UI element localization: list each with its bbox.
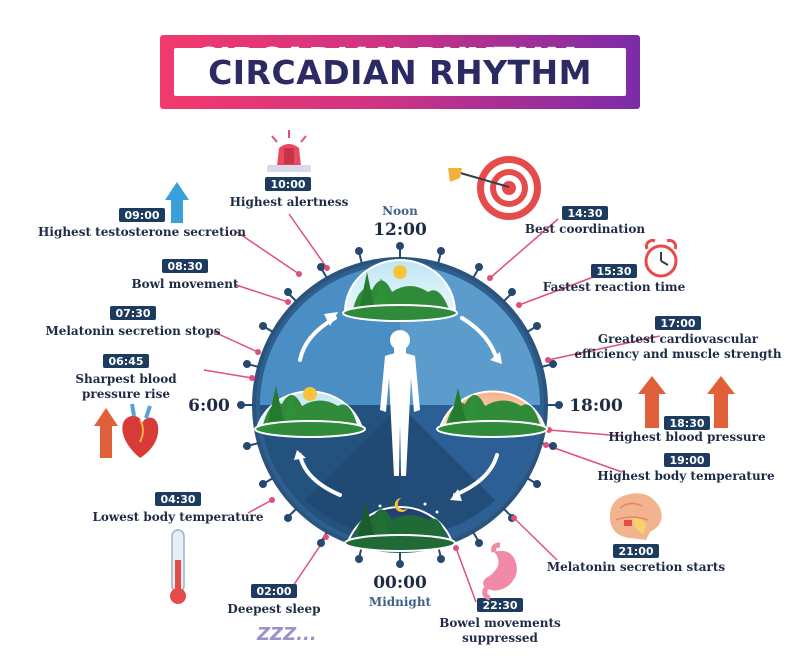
event-time: 19:00: [669, 454, 704, 467]
event-label: Melatonin secretion stops: [45, 324, 220, 338]
human-figure: [380, 330, 420, 476]
event-label: Highest alertness: [230, 195, 349, 209]
event-time: 04:30: [160, 493, 195, 506]
event-06-45: 06:45 Sharpest blood pressure rise: [75, 354, 177, 401]
page-title: CIRCADIAN RHYTHM: [208, 53, 592, 92]
dome-evening: [436, 388, 548, 438]
cycle-arrow-heads: [294, 312, 502, 501]
title-inner: CIRCADIAN RHYTHM: [174, 48, 626, 96]
event-label-line1: Greatest cardiovascular: [598, 332, 759, 346]
six-pm-label: 18:00: [569, 396, 623, 416]
event-07-30: 07:30 Melatonin secretion stops: [45, 306, 221, 338]
thermometer-icon: [170, 529, 186, 604]
event-label: Highest testosterone secretion: [38, 225, 246, 239]
event-time: 15:30: [596, 265, 631, 278]
heart-icon: [94, 403, 159, 458]
event-time: 08:30: [167, 260, 202, 273]
event-label-line2: efficiency and muscle strength: [574, 347, 782, 361]
event-label: Highest blood pressure: [608, 430, 766, 444]
event-label: Lowest body temperature: [92, 510, 263, 524]
blood-pressure-arrows-icon: [638, 376, 735, 428]
event-time: 09:00: [124, 209, 159, 222]
event-17-00: 17:00 Greatest cardiovascular efficiency…: [574, 316, 782, 361]
zzz-text: ZZZ...: [256, 624, 317, 645]
clock-ticks: [237, 242, 563, 568]
dome-midnight: [344, 497, 456, 552]
event-label: Highest body temperature: [597, 469, 775, 483]
up-arrow-icon: [165, 182, 189, 223]
event-label: Deepest sleep: [227, 602, 320, 616]
event-14-30: 14:30 Best coordination: [525, 206, 645, 236]
event-02-00: 02:00 Deepest sleep: [227, 584, 321, 616]
event-label-line1: Bowel movements: [439, 616, 561, 630]
event-18-30: 18:30 Highest blood pressure: [608, 416, 766, 444]
event-04-30: 04:30 Lowest body temperature: [92, 492, 264, 524]
event-label: Fastest reaction time: [543, 280, 686, 294]
event-time: 06:45: [108, 355, 143, 368]
noon-word: Noon: [382, 204, 418, 218]
event-time: 17:00: [660, 317, 695, 330]
midnight-word: Midnight: [369, 595, 432, 609]
stomach-icon: [482, 542, 517, 601]
event-time: 07:30: [115, 307, 150, 320]
event-08-30: 08:30 Bowl movement: [131, 259, 239, 291]
dome-morning: [254, 386, 366, 438]
pointer-lines: [203, 213, 661, 603]
event-15-30: 15:30 Fastest reaction time: [543, 264, 686, 294]
target-icon: [448, 156, 541, 220]
event-time: 18:30: [669, 417, 704, 430]
event-10-00: 10:00 Highest alertness: [230, 177, 349, 209]
brain-icon: [609, 493, 662, 540]
event-label: Bowl movement: [131, 277, 239, 291]
event-label-line2: pressure rise: [82, 387, 170, 401]
alarm-clock-icon: [644, 238, 678, 278]
dome-noon: [342, 259, 458, 322]
title-banner: CIRCADIAN RHYTHM CIRCADIAN RHYTHM: [160, 35, 640, 109]
event-label-line2: suppressed: [462, 631, 538, 645]
event-time: 10:00: [270, 178, 305, 191]
event-label: Best coordination: [525, 222, 645, 236]
pointer-dots: [249, 265, 552, 551]
noon-time: 12:00: [373, 220, 427, 240]
six-am-label: 6:00: [188, 396, 230, 416]
event-label: Melatonin secretion starts: [547, 560, 726, 574]
event-time: 22:30: [482, 599, 517, 612]
event-time: 02:00: [256, 585, 291, 598]
siren-icon: [267, 130, 311, 172]
midnight-time: 00:00: [373, 573, 427, 593]
event-time: 14:30: [567, 207, 602, 220]
event-21-00: 21:00 Melatonin secretion starts: [547, 544, 726, 574]
event-time: 21:00: [618, 545, 653, 558]
event-label-line1: Sharpest blood: [75, 372, 177, 386]
event-19-00: 19:00 Highest body temperature: [597, 453, 775, 483]
event-09-00: 09:00 Highest testosterone secretion: [38, 208, 246, 239]
event-22-30: 22:30 Bowel movements suppressed: [439, 598, 561, 645]
